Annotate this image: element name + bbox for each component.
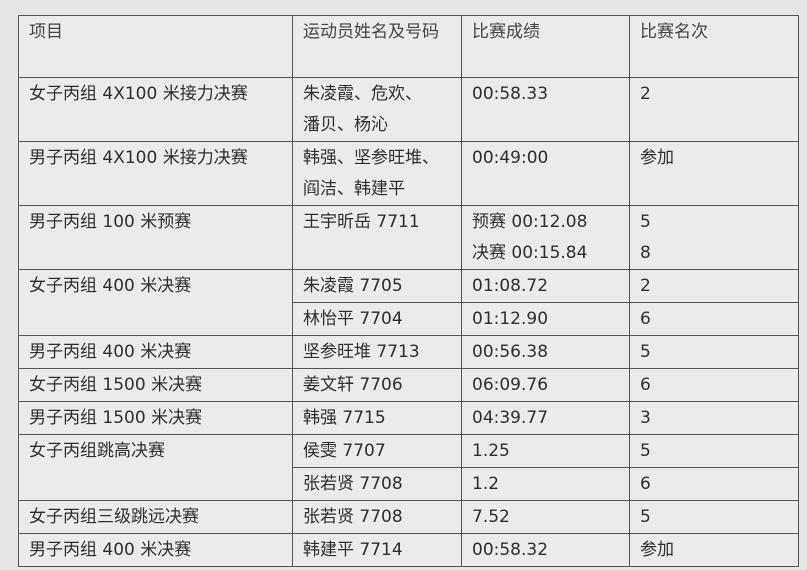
header-row: 项目 运动员姓名及号码 比赛成绩 比赛名次	[18, 15, 799, 78]
result-cell: 00:58.32	[461, 533, 630, 567]
rank-cell: 5	[629, 500, 799, 534]
result-cell: 1.2	[461, 467, 630, 501]
event-cell: 女子丙组跳高决赛	[18, 434, 293, 501]
result-cell: 00:56.38	[461, 335, 630, 369]
table-row: 男子丙组 1500 米决赛 韩强 7715 04:39.77 3	[18, 401, 799, 435]
athlete-cell: 韩建平 7714	[292, 533, 462, 567]
rank-cell: 6	[629, 467, 799, 501]
athlete-cell: 林怡平 7704	[292, 302, 462, 336]
result-cell: 04:39.77	[461, 401, 630, 435]
athlete-cell: 侯雯 7707	[292, 434, 462, 468]
table-row: 女子丙组 4X100 米接力决赛 朱凌霞、危欢、 潘贝、杨沁 00:58.33 …	[18, 77, 799, 142]
results-table: 项目 运动员姓名及号码 比赛成绩 比赛名次 女子丙组 4X100 米接力决赛 朱…	[18, 15, 799, 567]
event-cell: 男子丙组 400 米决赛	[18, 533, 293, 567]
event-cell: 女子丙组 1500 米决赛	[18, 368, 293, 402]
athlete-cell: 坚参旺堆 7713	[292, 335, 462, 369]
result-cell: 01:08.72	[461, 269, 630, 303]
athlete-cell: 张若贤 7708	[292, 467, 462, 501]
rank-cell: 6	[629, 368, 799, 402]
table-row: 女子丙组 400 米决赛 朱凌霞 7705 01:08.72 2	[18, 269, 799, 336]
event-cell: 女子丙组三级跳远决赛	[18, 500, 293, 534]
athlete-cell: 韩强 7715	[292, 401, 462, 435]
table-row: 张若贤 7708 1.2 6	[19, 467, 799, 501]
table-row: 女子丙组三级跳远决赛 张若贤 7708 7.52 5	[18, 500, 799, 534]
table-row: 男子丙组 100 米预赛 王宇昕岳 7711 预赛 00:12.08 决赛 00…	[18, 205, 799, 270]
athlete-cell: 姜文轩 7706	[292, 368, 462, 402]
rank-cell: 参加	[629, 141, 799, 206]
header-result: 比赛成绩	[461, 15, 630, 78]
rank-cell: 3	[629, 401, 799, 435]
event-cell: 男子丙组 400 米决赛	[18, 335, 293, 369]
header-rank: 比赛名次	[629, 15, 799, 78]
athlete-cell: 朱凌霞 7705	[292, 269, 462, 303]
event-cell: 男子丙组 100 米预赛	[18, 205, 293, 270]
table-row: 男子丙组 4X100 米接力决赛 韩强、坚参旺堆、 阎洁、韩建平 00:49:0…	[18, 141, 799, 206]
result-cell: 1.25	[461, 434, 630, 468]
result-cell: 00:49:00	[461, 141, 630, 206]
result-cell: 01:12.90	[461, 302, 630, 336]
event-cell: 女子丙组 4X100 米接力决赛	[18, 77, 293, 142]
header-athlete: 运动员姓名及号码	[292, 15, 462, 78]
athlete-cell: 朱凌霞、危欢、 潘贝、杨沁	[292, 77, 462, 142]
table-row: 林怡平 7704 01:12.90 6	[19, 302, 799, 336]
result-cell: 预赛 00:12.08 决赛 00:15.84	[461, 205, 630, 270]
event-cell: 女子丙组 400 米决赛	[18, 269, 293, 336]
table-row: 男子丙组 400 米决赛 坚参旺堆 7713 00:56.38 5	[18, 335, 799, 369]
rank-cell: 5 8	[629, 205, 799, 270]
result-cell: 7.52	[461, 500, 630, 534]
table-row: 女子丙组 1500 米决赛 姜文轩 7706 06:09.76 6	[18, 368, 799, 402]
rank-cell: 5	[629, 434, 799, 468]
rank-cell: 参加	[629, 533, 799, 567]
athlete-cell: 韩强、坚参旺堆、 阎洁、韩建平	[292, 141, 462, 206]
table-row: 男子丙组 400 米决赛 韩建平 7714 00:58.32 参加	[18, 533, 799, 567]
rank-cell: 5	[629, 335, 799, 369]
header-event: 项目	[18, 15, 293, 78]
rank-cell: 6	[629, 302, 799, 336]
athlete-cell: 王宇昕岳 7711	[292, 205, 462, 270]
athlete-cell: 张若贤 7708	[292, 500, 462, 534]
event-cell: 男子丙组 4X100 米接力决赛	[18, 141, 293, 206]
rank-cell: 2	[629, 77, 799, 142]
table-row: 女子丙组跳高决赛 侯雯 7707 1.25 5	[18, 434, 799, 501]
event-cell: 男子丙组 1500 米决赛	[18, 401, 293, 435]
result-cell: 06:09.76	[461, 368, 630, 402]
rank-cell: 2	[629, 269, 799, 303]
result-cell: 00:58.33	[461, 77, 630, 142]
